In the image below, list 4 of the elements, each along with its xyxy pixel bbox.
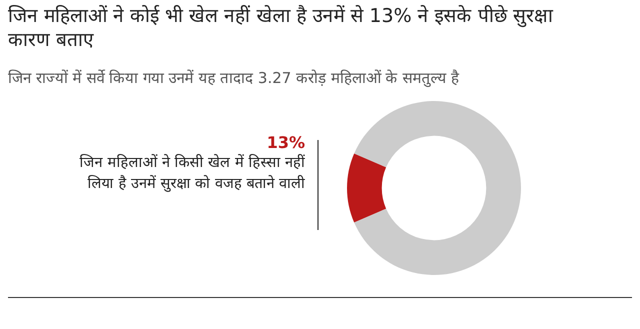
- slice-label: जिन महिलाओं ने किसी खेल में हिस्सा नहीं लिया है उनमें सुरक्षा को वजह बताने वाली: [78, 153, 305, 194]
- subtitle: जिन राज्यों में सर्वे किया गया उनमें यह तादाद 3.27 करोड़ महिलाओं के समतुल्य है: [8, 68, 460, 88]
- data-label: 13%: [266, 132, 305, 153]
- title: जिन महिलाओं ने कोई भी खेल नहीं खेला है उनमें से 13% ने इसके पीछे सुरक्षा कारण बताए: [8, 4, 554, 52]
